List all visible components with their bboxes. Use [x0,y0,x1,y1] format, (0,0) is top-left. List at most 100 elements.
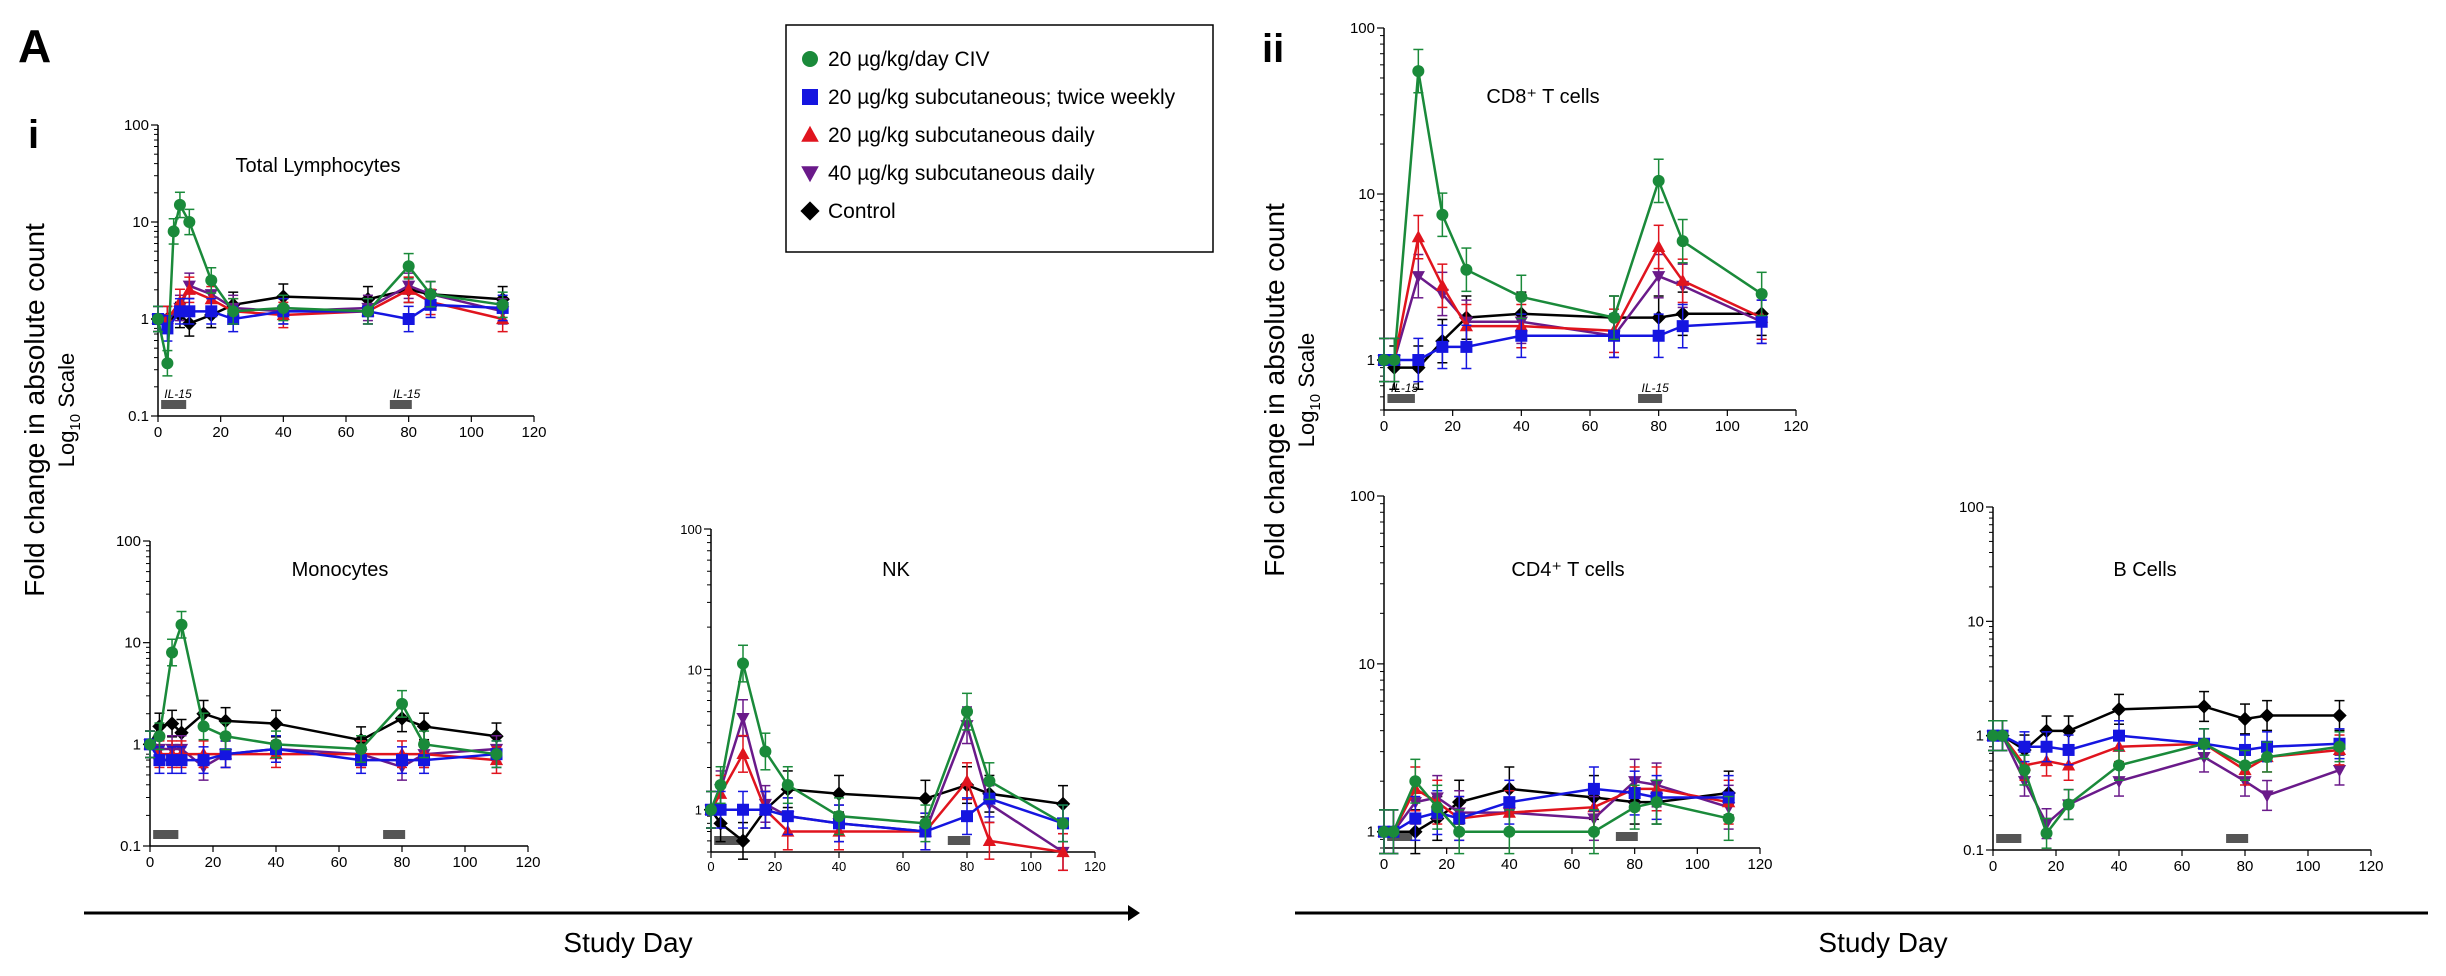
data-point [197,754,210,767]
data-point [1652,240,1666,253]
data-point [1453,825,1466,838]
data-point [1628,801,1641,814]
data-point [1755,315,1768,328]
series-1 [705,644,1069,843]
data-point [1676,320,1689,333]
annotation-label: IL-15 [164,387,192,401]
legend-marker-1 [802,89,818,105]
y-tick-label: 10 [124,635,141,652]
dosing-bar [2226,834,2249,843]
data-point [736,746,750,759]
y-tick-label: 10 [1358,656,1375,673]
data-point [1436,340,1449,353]
data-point [175,754,188,767]
dosing-bar [161,400,187,409]
series-line [1384,70,1763,362]
data-point [1755,287,1768,300]
series-2 [705,779,1069,851]
x-tick-label: 0 [1380,418,1388,435]
section-ii-label: ii [1262,27,1284,71]
data-point [1412,65,1425,78]
xlabel-right: Study Day [1818,927,1947,958]
data-point [166,646,179,659]
y-tick-label: 1 [1976,728,1984,745]
data-point [1378,825,1390,838]
data-point [152,313,164,325]
data-point [2239,759,2251,772]
data-point [1587,825,1600,838]
data-point [402,313,415,325]
data-point [961,810,973,823]
data-point [227,305,240,318]
dosing-bar [1996,834,2022,843]
data-point [781,779,794,792]
y-tick-label: 100 [1350,20,1375,37]
data-point [1650,796,1663,809]
data-point [1587,782,1600,795]
data-point [2040,827,2053,840]
x-tick-label: 60 [1564,856,1581,873]
x-tick-label: 40 [275,424,292,441]
series-3 [704,734,1070,872]
y-tick-label: 1 [1367,824,1375,841]
series-5 [1376,291,1769,391]
y-tick-label: 10 [132,214,149,231]
dosing-bar [714,836,740,845]
chart-title: CD4⁺ T cells [1511,559,1624,581]
data-point [2332,764,2347,777]
x-tick-label: 100 [1020,859,1042,874]
data-point [416,719,432,734]
dosing-bar [1615,832,1638,841]
data-point [1652,329,1665,342]
data-point [2062,743,2075,756]
x-tick-label: 100 [2295,858,2320,875]
data-point [781,810,794,823]
data-point [1987,729,1999,742]
data-point [759,803,772,816]
data-point [1387,825,1400,838]
data-point [1412,354,1425,367]
data-point [1503,796,1516,809]
data-point [144,738,156,751]
data-point [759,745,772,758]
x-tick-label: 120 [1084,859,1106,874]
data-point [1652,271,1666,284]
chart-1: 0 20 40 60 80 100 120 0.1 1 10 100 Total Lymphocyte… [124,117,547,441]
data-point [161,357,174,370]
annotation-label: IL-15 [1642,381,1670,395]
series-line [1993,734,2340,772]
data-point [396,697,408,710]
series-line [711,797,1064,833]
data-point [175,618,188,631]
data-point [1652,174,1665,187]
data-point [173,198,186,211]
x-tick-label: 60 [896,859,910,874]
x-tick-label: 20 [1444,418,1461,435]
chart-title: CD8⁺ T cells [1486,86,1599,108]
y-tick-label: 100 [124,117,149,134]
series-line [1384,233,1763,362]
x-tick-label: 20 [1438,856,1455,873]
data-point [1503,825,1516,838]
x-tick-label: 60 [1582,418,1599,435]
x-tick-label: 100 [1685,856,1710,873]
legend-label-3: 40 µg/kg subcutaneous daily [828,162,1095,185]
data-point [1409,812,1422,825]
data-point [1996,729,2009,742]
x-tick-label: 120 [2358,858,2383,875]
data-point [2261,751,2274,764]
x-tick-label: 40 [832,859,846,874]
data-point [2259,708,2275,723]
y-tick-label: 100 [1959,499,1984,516]
series-line [1384,787,1729,833]
y-tick-label: 0.1 [120,838,141,855]
series-line [1993,734,2340,826]
y-tick-label: 1 [141,311,149,328]
dosing-bar [947,836,971,845]
x-tick-label: 80 [2237,858,2254,875]
series-line [1384,779,1730,833]
legend-label-2: 20 µg/kg subcutaneous daily [828,124,1095,147]
data-point [197,720,210,733]
